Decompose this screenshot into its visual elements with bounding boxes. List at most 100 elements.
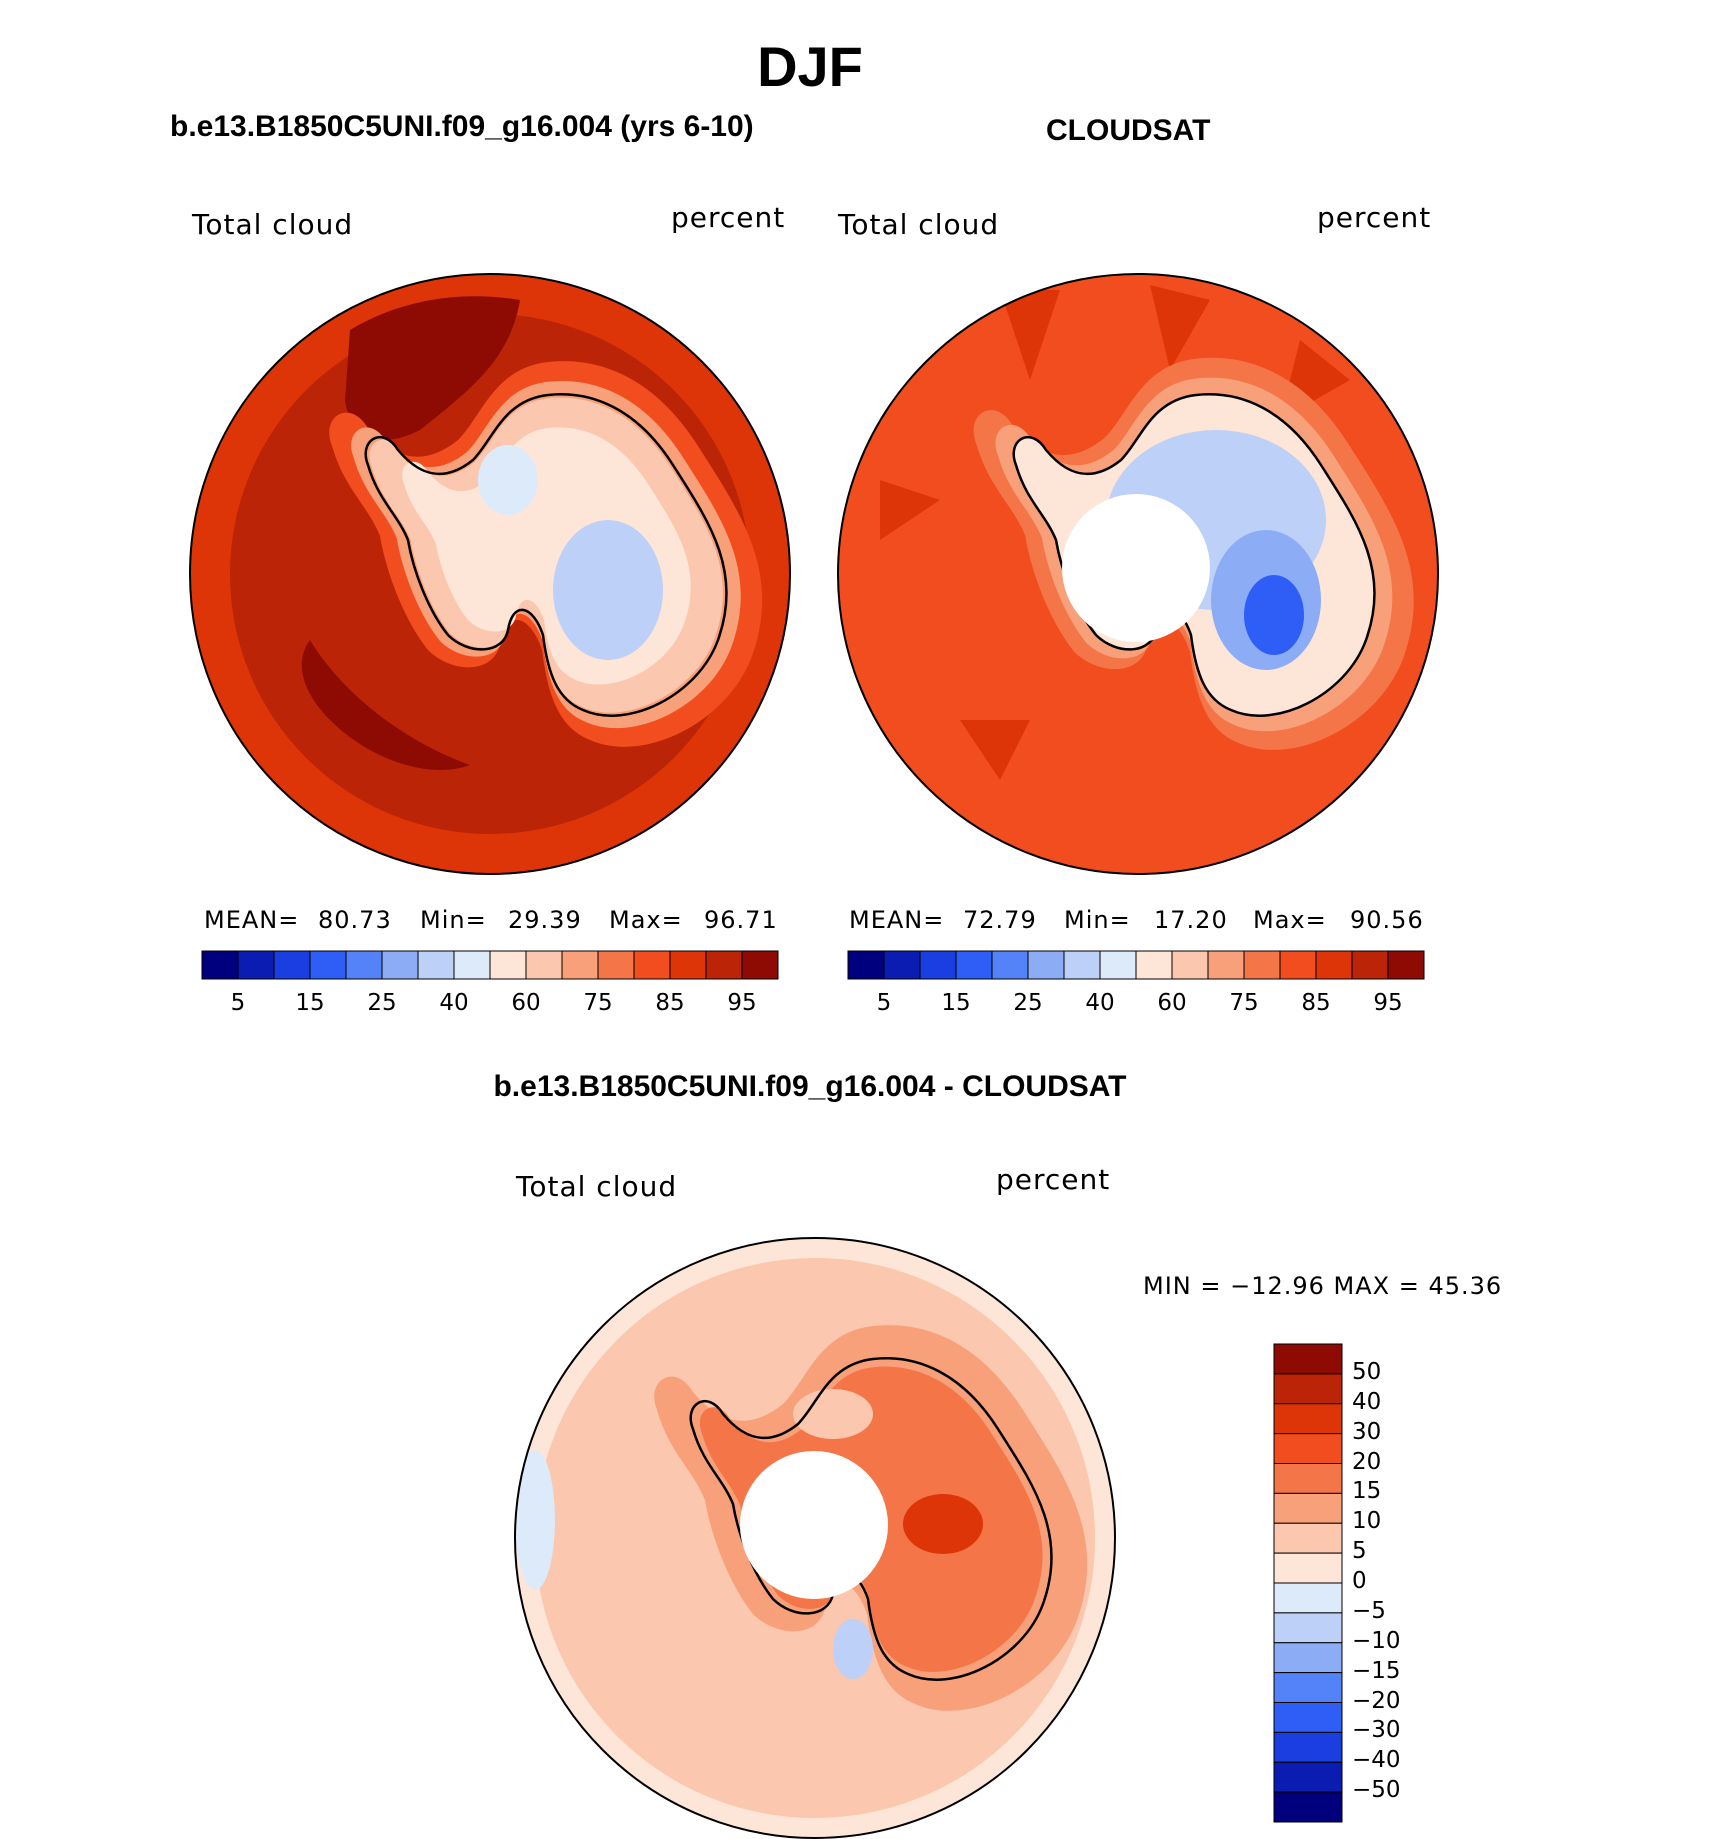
cloudsat-mean-value: 72.79 xyxy=(963,906,1037,934)
bar-model-swatch xyxy=(273,950,311,980)
bar-diff-swatch xyxy=(1273,1403,1343,1435)
cloudsat-max-label: Max= xyxy=(1253,906,1327,934)
difference-colorbar-tick: −15 xyxy=(1352,1657,1401,1684)
difference-colorbar-tick: −20 xyxy=(1352,1687,1401,1714)
difference-colorbar-tick: −30 xyxy=(1352,1717,1401,1744)
difference-variable-label: Total cloud xyxy=(516,1170,678,1203)
model-colorbar xyxy=(201,950,779,980)
difference-units-label: percent xyxy=(996,1163,1111,1196)
figure-title: DJF xyxy=(757,35,863,98)
cloudsat-max-value: 90.56 xyxy=(1350,906,1424,934)
difference-colorbar-tick: 40 xyxy=(1352,1388,1382,1415)
cloudsat-colorbar-tick: 5 xyxy=(876,990,892,1016)
difference-minmax-text: MIN = −12.96 MAX = 45.36 xyxy=(1143,1272,1503,1300)
bar-diff-swatch xyxy=(1273,1433,1343,1464)
cloudsat-colorbar-tick: 60 xyxy=(1157,990,1187,1016)
bar-diff-swatch xyxy=(1273,1761,1343,1793)
model-panel-title: b.e13.B1850C5UNI.f09_g16.004 (yrs 6-10) xyxy=(170,110,754,143)
cloudsat-colorbar-tick: 75 xyxy=(1229,990,1259,1016)
model-max-value: 96.71 xyxy=(704,906,778,934)
difference-colorbar-tick: 0 xyxy=(1352,1568,1367,1594)
model-colorbar-tick: 60 xyxy=(511,990,541,1016)
difference-colorbar-tick: −5 xyxy=(1352,1597,1386,1624)
cloudsat-map-border xyxy=(837,273,1439,875)
model-colorbar-tick: 95 xyxy=(727,990,757,1016)
model-map-border xyxy=(189,273,791,875)
difference-polar-gap xyxy=(740,1451,888,1599)
bar-cloudsat-swatch xyxy=(1315,950,1353,980)
model-mean-value: 80.73 xyxy=(318,906,392,934)
bar-cloudsat-swatch xyxy=(1351,950,1389,980)
bar-model-swatch xyxy=(489,950,527,980)
bar-diff-swatch xyxy=(1273,1642,1343,1674)
cloudsat-mean-label: MEAN= xyxy=(849,906,945,934)
bar-cloudsat-swatch xyxy=(1099,950,1137,980)
bar-diff-swatch xyxy=(1273,1463,1343,1494)
cloudsat-colorbar-tick: 95 xyxy=(1373,990,1403,1016)
model-colorbar-tick: 85 xyxy=(655,990,685,1016)
model-colorbar-tick: 25 xyxy=(367,990,397,1016)
cloudsat-polar-map xyxy=(838,274,1438,874)
bar-model-swatch xyxy=(453,950,491,980)
bar-cloudsat-swatch xyxy=(883,950,921,980)
bar-diff-swatch xyxy=(1273,1492,1343,1524)
model-colorbar-tick: 5 xyxy=(230,990,246,1016)
bar-cloudsat-swatch xyxy=(1207,950,1245,980)
bar-diff-swatch xyxy=(1273,1612,1343,1644)
difference-colorbar xyxy=(1273,1343,1343,1823)
bar-cloudsat-swatch xyxy=(1243,950,1281,980)
bar-cloudsat-swatch xyxy=(1387,950,1425,980)
bar-cloudsat-swatch xyxy=(1027,950,1065,980)
model-max-label: Max= xyxy=(609,906,683,934)
cloudsat-colorbar xyxy=(847,950,1425,980)
bar-diff-swatch xyxy=(1273,1373,1343,1405)
bar-diff-swatch xyxy=(1273,1672,1343,1703)
bar-diff-swatch xyxy=(1273,1731,1343,1763)
bar-diff-swatch xyxy=(1273,1552,1343,1584)
bar-cloudsat-swatch xyxy=(991,950,1029,980)
bar-diff-swatch xyxy=(1273,1702,1343,1733)
bar-cloudsat-swatch xyxy=(847,950,885,980)
bar-cloudsat-swatch xyxy=(1063,950,1101,980)
bar-model-swatch xyxy=(525,950,563,980)
difference-panel-title: b.e13.B1850C5UNI.f09_g16.004 - CLOUDSAT xyxy=(493,1070,1127,1103)
difference-colorbar-tick: −10 xyxy=(1352,1627,1401,1654)
cloudsat-min-value: 17.20 xyxy=(1154,906,1228,934)
model-min-value: 29.39 xyxy=(508,906,582,934)
difference-colorbar-tick: −40 xyxy=(1352,1747,1401,1774)
bar-cloudsat-swatch xyxy=(955,950,993,980)
difference-polar-map xyxy=(515,1238,1115,1838)
model-colorbar-tick: 75 xyxy=(583,990,613,1016)
bar-cloudsat-swatch xyxy=(1279,950,1317,980)
difference-colorbar-tick: 5 xyxy=(1352,1538,1367,1565)
cloudsat-units-label: percent xyxy=(1317,201,1432,234)
bar-model-swatch xyxy=(741,950,779,980)
difference-colorbar-tick: 50 xyxy=(1352,1358,1382,1385)
bar-cloudsat-swatch xyxy=(919,950,957,980)
model-polar-map xyxy=(190,274,790,874)
bar-diff-swatch xyxy=(1273,1582,1343,1614)
model-colorbar-tick: 15 xyxy=(295,990,325,1016)
cloudsat-colorbar-tick: 85 xyxy=(1301,990,1331,1016)
cloudsat-min-label: Min= xyxy=(1064,906,1131,934)
model-units-label: percent xyxy=(671,201,786,234)
bar-cloudsat-swatch xyxy=(1135,950,1173,980)
bar-model-swatch xyxy=(381,950,419,980)
cloudsat-panel-title: CLOUDSAT xyxy=(1046,114,1211,147)
cloudsat-variable-label: Total cloud xyxy=(838,208,1000,241)
difference-colorbar-tick: 20 xyxy=(1352,1448,1382,1475)
bar-diff-swatch xyxy=(1273,1343,1343,1375)
bar-model-swatch xyxy=(309,950,347,980)
bar-model-swatch xyxy=(201,950,239,980)
bar-model-swatch xyxy=(597,950,635,980)
bar-diff-swatch xyxy=(1273,1791,1343,1823)
bar-model-swatch xyxy=(417,950,455,980)
bar-model-swatch xyxy=(345,950,383,980)
bar-model-swatch xyxy=(705,950,743,980)
bar-model-swatch xyxy=(633,950,671,980)
bar-diff-swatch xyxy=(1273,1522,1343,1554)
model-variable-label: Total cloud xyxy=(192,208,354,241)
bar-model-swatch xyxy=(237,950,275,980)
cloudsat-colorbar-tick: 40 xyxy=(1085,990,1115,1016)
